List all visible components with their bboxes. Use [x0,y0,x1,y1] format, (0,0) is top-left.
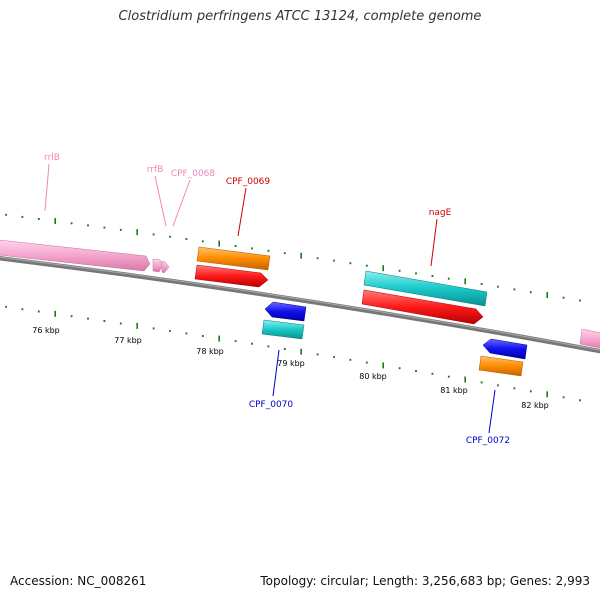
feature-rrlB[interactable] [0,239,151,272]
leader-rrfB [154,175,167,227]
gene-label-CPF_0072: CPF_0072 [466,436,510,446]
leader-CPF_0070 [272,349,280,397]
leader-nagE [430,218,438,267]
tick-row-top [5,213,581,302]
feature-nagE-cyan[interactable] [363,270,488,307]
gene-label-rrlB: rrlB [44,153,60,163]
genome-summary-text: Topology: circular; Length: 3,256,683 bp… [260,574,590,588]
scale-label-82: 82 kbp [521,401,549,410]
scale-label-76: 76 kbp [32,326,60,335]
feature-nagE[interactable] [361,289,484,325]
gene-label-rrfB: rrfB [147,165,164,175]
feature-CPF_0072-blue[interactable] [482,338,528,360]
leader-rrlB [44,163,50,212]
tick-row-bottom [5,305,581,402]
gene-label-CPF_0069: CPF_0069 [226,177,271,187]
feature-CPF_0070-blue[interactable] [264,301,307,322]
scale-label-79: 79 kbp [277,359,305,368]
genome-backbone-highlight [0,256,600,351]
scale-label-80: 80 kbp [359,372,387,381]
gene-label-CPF_0068: CPF_0068 [171,169,216,179]
feature-CPF_0072[interactable] [478,355,524,377]
map-title: Clostridium perfringens ATCC 13124, comp… [118,9,482,24]
scale-label-77: 77 kbp [114,336,142,345]
genome-backbone [0,255,600,354]
feature-rrfB[interactable] [152,258,170,274]
feature-CPF_0069[interactable] [196,246,271,271]
feature-CPF_0069-red[interactable] [194,264,269,288]
gene-label-nagE: nagE [429,208,452,218]
leader-CPF_0069 [237,187,247,237]
accession-text: Accession: NC_008261 [10,574,147,588]
feature-CPF_0070[interactable] [261,319,305,340]
scale-label-81: 81 kbp [440,386,468,395]
gene-label-CPF_0070: CPF_0070 [249,400,294,410]
scale-label-78: 78 kbp [196,347,224,356]
feature-right-edge-pink[interactable] [579,328,600,350]
leader-CPF_0068 [172,179,191,227]
leader-CPF_0072 [488,389,496,434]
